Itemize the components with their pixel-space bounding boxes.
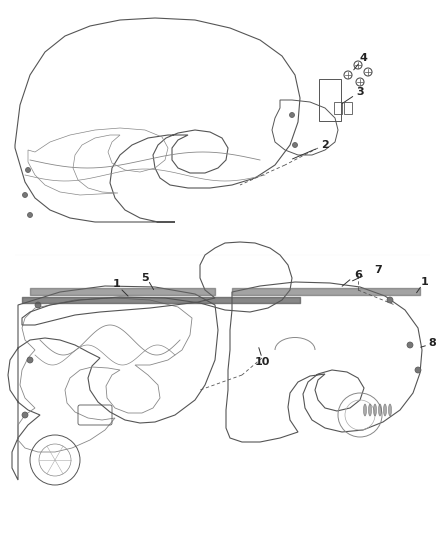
Text: 1: 1	[113, 279, 121, 289]
Text: 8: 8	[428, 338, 436, 348]
Ellipse shape	[374, 404, 377, 416]
Ellipse shape	[368, 404, 371, 416]
Circle shape	[415, 367, 421, 373]
Circle shape	[27, 357, 33, 363]
Bar	[344, 102, 352, 114]
Ellipse shape	[384, 404, 386, 416]
Circle shape	[25, 167, 31, 173]
Text: 5: 5	[141, 273, 149, 283]
Circle shape	[407, 342, 413, 348]
Circle shape	[22, 192, 28, 198]
Circle shape	[22, 412, 28, 418]
Text: 4: 4	[359, 53, 367, 63]
Circle shape	[387, 297, 393, 303]
Text: 3: 3	[356, 87, 364, 97]
Circle shape	[290, 112, 294, 117]
Ellipse shape	[378, 404, 381, 416]
Text: 1: 1	[421, 277, 429, 287]
Text: 2: 2	[321, 140, 329, 150]
Circle shape	[28, 213, 32, 217]
Bar	[334, 102, 342, 114]
Ellipse shape	[364, 404, 367, 416]
Text: 7: 7	[374, 265, 382, 275]
Circle shape	[35, 302, 41, 308]
Text: 10: 10	[254, 357, 270, 367]
Ellipse shape	[389, 404, 392, 416]
Text: 6: 6	[354, 270, 362, 280]
Circle shape	[293, 142, 297, 148]
